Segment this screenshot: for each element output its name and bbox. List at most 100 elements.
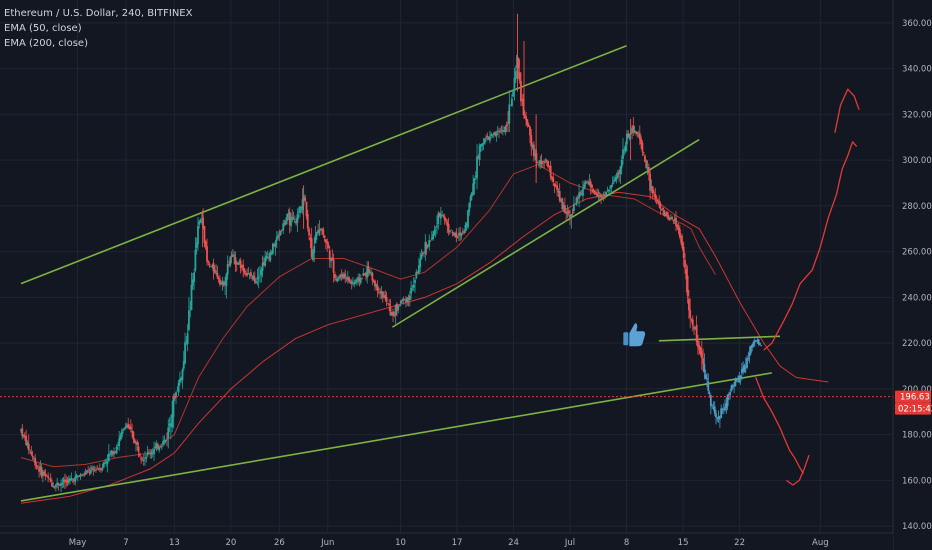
candle-body bbox=[647, 166, 650, 174]
candle-body bbox=[433, 230, 436, 235]
candle-body bbox=[106, 461, 109, 464]
candle-body bbox=[667, 214, 670, 220]
candle-body bbox=[658, 201, 661, 206]
candle-body bbox=[640, 138, 642, 145]
candle-body bbox=[496, 130, 499, 132]
countdown-label: 02:15:42 bbox=[898, 405, 932, 415]
candle-body bbox=[220, 282, 223, 285]
candle-body bbox=[529, 126, 531, 136]
price-axis[interactable]: 140.00 160.00 180.00 200.00 220.00 240.00 260.… bbox=[892, 0, 932, 550]
candle-body bbox=[632, 125, 635, 132]
ema-50-legend[interactable]: EMA (50, close) bbox=[4, 23, 82, 34]
candle-body bbox=[494, 131, 497, 135]
candle-body bbox=[711, 405, 714, 407]
candle-body bbox=[738, 375, 741, 383]
candle-body bbox=[82, 473, 84, 475]
candle-body bbox=[144, 458, 146, 459]
candle-body bbox=[526, 119, 529, 125]
last-price-tag bbox=[895, 390, 931, 403]
candle-body bbox=[60, 483, 62, 486]
candle-body bbox=[297, 211, 300, 213]
candle-body bbox=[430, 237, 433, 240]
candle-body bbox=[367, 266, 370, 273]
trendline bbox=[658, 335, 780, 342]
candle-body bbox=[189, 307, 192, 308]
candle-body bbox=[380, 291, 383, 294]
candle-body bbox=[185, 341, 188, 342]
candle-body bbox=[396, 303, 398, 311]
candle-body bbox=[381, 291, 384, 298]
candle-body bbox=[182, 360, 185, 369]
candle-body bbox=[286, 214, 289, 221]
trendline bbox=[20, 372, 773, 502]
candle-body bbox=[441, 215, 444, 216]
projection-drawings[interactable] bbox=[755, 88, 860, 486]
candle-body bbox=[89, 469, 92, 474]
candle-body bbox=[697, 340, 699, 347]
candle-body bbox=[507, 122, 509, 124]
candle-body bbox=[76, 476, 79, 478]
candle-body bbox=[247, 273, 250, 275]
candle-body bbox=[376, 285, 379, 291]
candle-body bbox=[105, 461, 108, 463]
candle-body bbox=[570, 214, 573, 219]
candle-body bbox=[627, 133, 630, 138]
candle-body bbox=[614, 178, 617, 182]
candle-body bbox=[730, 385, 733, 391]
candle-body bbox=[326, 241, 329, 245]
candle-body bbox=[445, 219, 447, 222]
candle-body bbox=[450, 229, 453, 231]
candle-body bbox=[153, 449, 155, 455]
candle-body bbox=[211, 265, 214, 267]
candle-body bbox=[571, 212, 574, 214]
candle-body bbox=[131, 430, 133, 433]
candle-body bbox=[410, 287, 413, 294]
symbol-title[interactable]: Ethereum / U.S. Dollar, 240, BITFINEX bbox=[4, 8, 193, 19]
ema-200-line bbox=[20, 191, 829, 504]
candle-body bbox=[472, 183, 475, 195]
candle-body bbox=[259, 274, 261, 276]
candle-body bbox=[265, 256, 268, 259]
candle-body bbox=[633, 130, 636, 133]
candle-body bbox=[427, 245, 429, 247]
candle-body bbox=[438, 212, 441, 217]
time-axis[interactable]: May 7 13 20 26 Jun 10 17 24 Jul 8 15 22 Aug bbox=[0, 532, 893, 550]
candle-body bbox=[479, 144, 482, 147]
candle-body bbox=[534, 154, 537, 156]
candle-body bbox=[87, 470, 90, 472]
candle-body bbox=[511, 98, 513, 107]
candle-body bbox=[432, 234, 434, 240]
candle-body bbox=[548, 166, 551, 167]
candle-body bbox=[583, 184, 586, 189]
candle-body bbox=[417, 265, 420, 274]
price-tick-label: 340.00 bbox=[902, 65, 932, 75]
candle-body bbox=[243, 268, 246, 273]
candle-body bbox=[653, 192, 655, 194]
time-tick-label: May bbox=[69, 538, 87, 548]
candle-body bbox=[540, 160, 543, 164]
candle-body bbox=[486, 136, 489, 137]
candle-body bbox=[93, 469, 96, 471]
candle-body bbox=[379, 292, 382, 293]
candle-body bbox=[204, 241, 207, 247]
candle-body bbox=[80, 475, 83, 477]
candle-body bbox=[517, 57, 520, 68]
candle-body bbox=[458, 233, 460, 236]
candle-body bbox=[622, 149, 624, 159]
candle-body bbox=[638, 132, 641, 140]
candle-body bbox=[684, 259, 686, 269]
candle-body bbox=[442, 215, 445, 217]
candle-body bbox=[346, 276, 349, 280]
candle-body bbox=[230, 255, 233, 257]
candle-body bbox=[200, 219, 203, 221]
candle-body bbox=[194, 249, 197, 271]
candle-body bbox=[21, 428, 24, 437]
candle-body bbox=[560, 200, 562, 202]
candle-body bbox=[251, 277, 254, 279]
ema-200-legend[interactable]: EMA (200, close) bbox=[4, 38, 88, 49]
candle-body bbox=[208, 264, 211, 266]
candle-body bbox=[128, 426, 131, 428]
candle-body bbox=[685, 268, 688, 280]
candle-body bbox=[222, 281, 225, 286]
